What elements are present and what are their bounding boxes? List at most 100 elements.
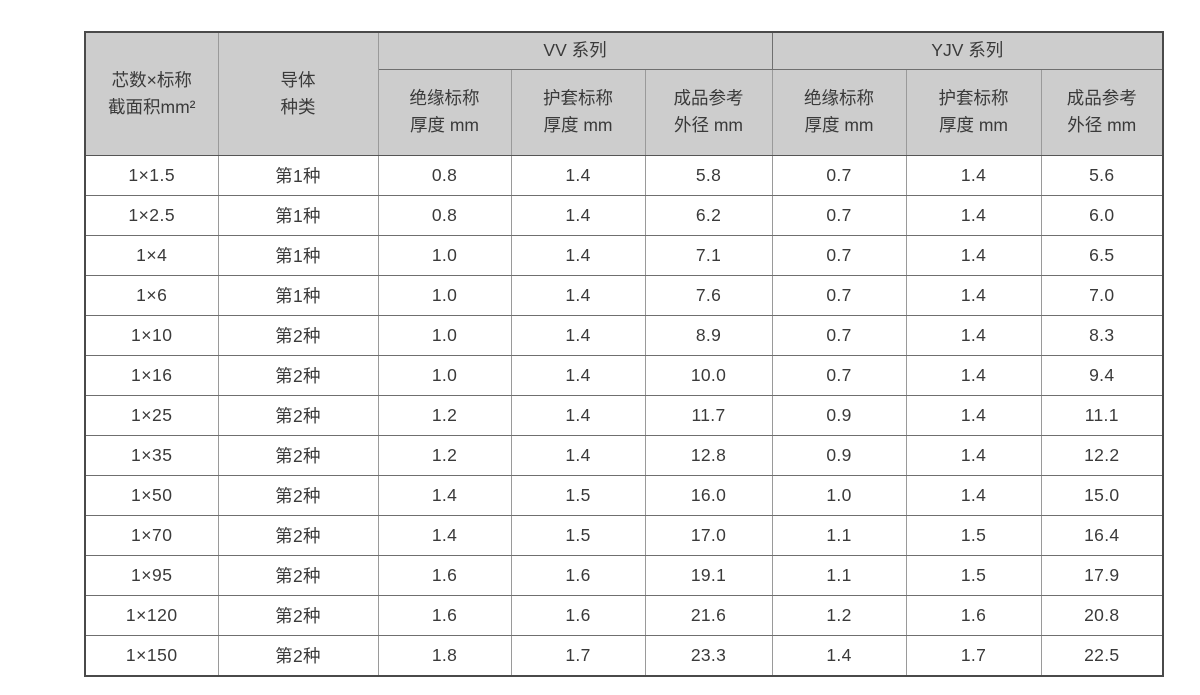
spec-cell: 1×1.5 (84, 154, 219, 196)
value-cell: 23.3 (644, 635, 773, 677)
vv-outer-diameter-header: 成品参考 外径 mm (644, 68, 773, 156)
table-row: 1×6 第1种 1.0 1.4 7.6 0.7 1.4 7.0 (84, 274, 1164, 316)
value-cell: 1.7 (905, 635, 1042, 677)
spec-cell: 1×50 (84, 474, 219, 517)
value-cell: 12.8 (644, 434, 773, 477)
value-cell: 1.4 (905, 154, 1042, 196)
spec-cell: 1×2.5 (84, 194, 219, 236)
value-cell: 5.6 (1040, 154, 1164, 196)
value-cell: 1.4 (510, 434, 646, 477)
value-cell: 1.5 (510, 474, 646, 517)
value-cell: 17.0 (644, 515, 773, 557)
value-cell: 12.2 (1040, 434, 1164, 477)
value-cell: 6.5 (1040, 234, 1164, 276)
spec-cell: 1×70 (84, 515, 219, 557)
spec-cell: 1×35 (84, 434, 219, 477)
spec-header-line2: 截面积mm² (108, 96, 196, 117)
spec-column-header: 芯数×标称 截面积mm² (84, 31, 219, 156)
conductor-type-cell: 第2种 (217, 394, 379, 436)
value-cell: 8.9 (644, 314, 773, 356)
yjv-insulation-thickness-header: 绝缘标称 厚度 mm (771, 68, 907, 156)
value-cell: 6.2 (644, 194, 773, 236)
sub-header-line1: 成品参考 (1066, 88, 1137, 108)
conductor-type-cell: 第2种 (217, 555, 379, 597)
conductor-column-header: 导体 种类 (217, 31, 379, 156)
value-cell: 22.5 (1040, 635, 1164, 677)
value-cell: 1.6 (510, 555, 646, 597)
value-cell: 1.6 (905, 595, 1042, 637)
spec-cell: 1×25 (84, 394, 219, 436)
conductor-type-cell: 第2种 (217, 354, 379, 396)
value-cell: 1.4 (510, 194, 646, 236)
value-cell: 1.4 (905, 234, 1042, 276)
spec-cell: 1×16 (84, 354, 219, 396)
value-cell: 1.6 (377, 595, 512, 637)
value-cell: 1.4 (771, 635, 907, 677)
value-cell: 0.7 (771, 234, 907, 276)
value-cell: 1.2 (377, 434, 512, 477)
value-cell: 11.1 (1040, 394, 1164, 436)
value-cell: 0.7 (771, 354, 907, 396)
value-cell: 16.0 (644, 474, 773, 517)
table-row: 1×50 第2种 1.4 1.5 16.0 1.0 1.4 15.0 (84, 474, 1164, 517)
cable-spec-table: 芯数×标称 截面积mm² 导体 种类 VV 系列 YJV 系列 绝缘标称 厚度 … (84, 31, 1165, 677)
value-cell: 1.5 (510, 515, 646, 557)
value-cell: 1.4 (905, 474, 1042, 517)
value-cell: 16.4 (1040, 515, 1164, 557)
spec-cell: 1×4 (84, 234, 219, 276)
conductor-type-cell: 第1种 (217, 274, 379, 316)
table-row: 1×70 第2种 1.4 1.5 17.0 1.1 1.5 16.4 (84, 515, 1164, 557)
value-cell: 1.0 (377, 354, 512, 396)
yjv-series-header: YJV 系列 (771, 31, 1164, 70)
sub-header-line2: 厚度 mm (804, 115, 874, 135)
value-cell: 8.3 (1040, 314, 1164, 356)
value-cell: 1.6 (377, 555, 512, 597)
value-cell: 1.2 (771, 595, 907, 637)
vv-sheath-thickness-header: 护套标称 厚度 mm (510, 68, 646, 156)
value-cell: 0.9 (771, 394, 907, 436)
table-row: 1×16 第2种 1.0 1.4 10.0 0.7 1.4 9.4 (84, 354, 1164, 396)
sub-header-line2: 外径 mm (673, 115, 744, 135)
value-cell: 19.1 (644, 555, 773, 597)
cable-spec-table-container: 芯数×标称 截面积mm² 导体 种类 VV 系列 YJV 系列 绝缘标称 厚度 … (84, 31, 1165, 677)
value-cell: 5.8 (644, 154, 773, 196)
sub-header-line1: 绝缘标称 (409, 88, 480, 108)
value-cell: 1.4 (377, 474, 512, 517)
conductor-type-cell: 第2种 (217, 515, 379, 557)
value-cell: 21.6 (644, 595, 773, 637)
value-cell: 1.1 (771, 555, 907, 597)
conductor-type-cell: 第1种 (217, 154, 379, 196)
value-cell: 1.4 (510, 394, 646, 436)
sub-header-line1: 绝缘标称 (804, 88, 874, 108)
value-cell: 1.4 (905, 394, 1042, 436)
value-cell: 0.9 (771, 434, 907, 477)
value-cell: 1.7 (510, 635, 646, 677)
table-row: 1×120 第2种 1.6 1.6 21.6 1.2 1.6 20.8 (84, 595, 1164, 637)
conductor-header-line1: 导体 (280, 69, 316, 90)
value-cell: 7.1 (644, 234, 773, 276)
sub-header-line2: 厚度 mm (409, 115, 480, 135)
table-row: 1×150 第2种 1.8 1.7 23.3 1.4 1.7 22.5 (84, 635, 1164, 677)
sub-header-row: 绝缘标称 厚度 mm 护套标称 厚度 mm 成品参考 外径 mm 绝缘标称 厚度… (85, 68, 1164, 156)
value-cell: 1.4 (905, 434, 1042, 477)
value-cell: 0.8 (377, 194, 512, 236)
conductor-type-cell: 第2种 (217, 434, 379, 477)
value-cell: 15.0 (1040, 474, 1164, 517)
conductor-type-cell: 第1种 (217, 234, 379, 276)
value-cell: 1.4 (510, 234, 646, 276)
table-row: 1×4 第1种 1.0 1.4 7.1 0.7 1.4 6.5 (84, 234, 1164, 276)
value-cell: 0.8 (377, 154, 512, 196)
value-cell: 20.8 (1040, 595, 1164, 637)
group-header-row: 芯数×标称 截面积mm² 导体 种类 VV 系列 YJV 系列 (84, 31, 1164, 156)
value-cell: 1.5 (905, 555, 1042, 597)
conductor-header-line2: 种类 (280, 96, 316, 117)
conductor-type-cell: 第2种 (217, 314, 379, 356)
spec-cell: 1×10 (84, 314, 219, 356)
value-cell: 10.0 (644, 354, 773, 396)
value-cell: 1.5 (905, 515, 1042, 557)
table-row: 1×25 第2种 1.2 1.4 11.7 0.9 1.4 11.1 (84, 394, 1164, 436)
table-row: 1×1.5 第1种 0.8 1.4 5.8 0.7 1.4 5.6 (84, 154, 1164, 196)
value-cell: 1.4 (905, 314, 1042, 356)
spec-cell: 1×120 (84, 595, 219, 637)
table-body: 1×1.5 第1种 0.8 1.4 5.8 0.7 1.4 5.6 1×2.5 第1种 0.8 1.4… (84, 154, 1164, 677)
